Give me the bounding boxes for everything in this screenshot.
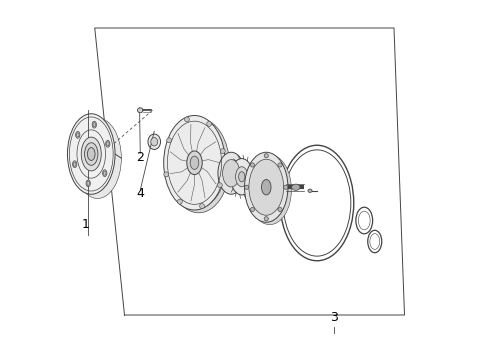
Text: 4: 4 (136, 187, 144, 200)
Ellipse shape (220, 149, 225, 154)
Ellipse shape (284, 185, 288, 189)
Ellipse shape (167, 138, 172, 143)
Ellipse shape (184, 117, 190, 122)
Text: 1: 1 (82, 218, 90, 231)
Ellipse shape (72, 161, 77, 168)
Ellipse shape (81, 137, 101, 171)
Ellipse shape (292, 184, 300, 190)
Ellipse shape (151, 138, 158, 146)
Ellipse shape (106, 140, 110, 147)
Ellipse shape (68, 114, 115, 194)
Ellipse shape (248, 155, 291, 225)
Ellipse shape (86, 180, 90, 187)
Ellipse shape (164, 116, 225, 210)
Ellipse shape (103, 171, 106, 175)
Ellipse shape (239, 172, 245, 182)
Ellipse shape (223, 160, 240, 187)
Ellipse shape (236, 167, 248, 187)
Ellipse shape (103, 170, 107, 176)
Ellipse shape (278, 163, 282, 167)
Ellipse shape (87, 148, 95, 160)
Ellipse shape (262, 180, 271, 195)
Ellipse shape (200, 204, 204, 209)
Ellipse shape (92, 121, 96, 128)
Ellipse shape (84, 143, 98, 165)
Ellipse shape (207, 121, 212, 126)
Ellipse shape (178, 199, 182, 204)
Ellipse shape (76, 133, 79, 137)
Ellipse shape (251, 163, 254, 167)
Ellipse shape (218, 152, 244, 194)
Ellipse shape (87, 181, 89, 186)
Ellipse shape (164, 172, 168, 177)
Ellipse shape (76, 132, 80, 138)
Ellipse shape (308, 189, 312, 192)
Ellipse shape (264, 217, 268, 221)
Ellipse shape (251, 208, 254, 212)
Ellipse shape (190, 156, 199, 169)
Text: 2: 2 (136, 150, 144, 163)
Ellipse shape (73, 162, 76, 166)
Ellipse shape (137, 108, 143, 113)
Ellipse shape (148, 134, 160, 149)
Ellipse shape (230, 159, 253, 195)
Ellipse shape (249, 159, 284, 215)
Text: 3: 3 (331, 311, 338, 324)
Ellipse shape (168, 118, 229, 213)
Ellipse shape (264, 154, 268, 158)
Ellipse shape (244, 152, 288, 222)
Ellipse shape (278, 208, 282, 212)
Ellipse shape (187, 151, 202, 175)
Ellipse shape (74, 118, 121, 198)
Ellipse shape (93, 122, 96, 127)
Ellipse shape (217, 183, 222, 188)
Ellipse shape (245, 185, 249, 189)
Ellipse shape (107, 142, 109, 146)
